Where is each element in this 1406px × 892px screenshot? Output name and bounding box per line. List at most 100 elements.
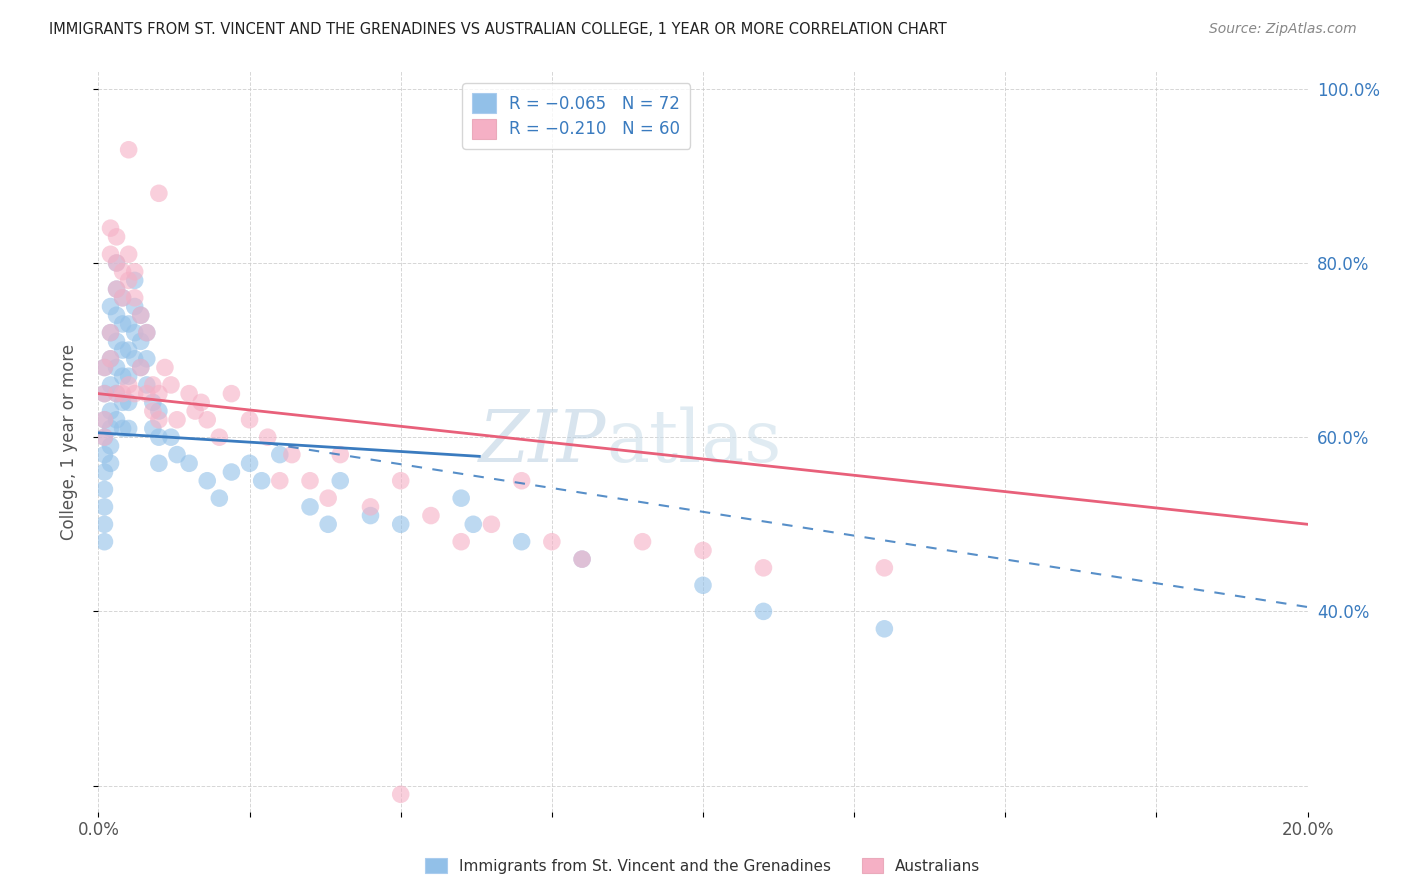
Point: [111, 265, 134, 279]
Point: [118, 421, 141, 435]
Point: [360, 508, 382, 523]
Point: [752, 561, 775, 575]
Point: [631, 534, 654, 549]
Point: [118, 273, 141, 287]
Y-axis label: College, 1 year or more: College, 1 year or more: [59, 343, 77, 540]
Point: [93, 517, 115, 532]
Point: [93, 483, 115, 497]
Point: [329, 448, 352, 462]
Point: [481, 517, 503, 532]
Point: [124, 326, 146, 340]
Point: [118, 143, 141, 157]
Point: [93, 360, 115, 375]
Text: atlas: atlas: [606, 406, 782, 477]
Point: [221, 465, 243, 479]
Point: [111, 421, 134, 435]
Point: [111, 291, 134, 305]
Point: [166, 413, 188, 427]
Point: [129, 360, 152, 375]
Point: [105, 334, 128, 349]
Legend: R = −0.065   N = 72, R = −0.210   N = 60: R = −0.065 N = 72, R = −0.210 N = 60: [463, 83, 690, 149]
Text: Source: ZipAtlas.com: Source: ZipAtlas.com: [1209, 22, 1357, 37]
Point: [124, 273, 146, 287]
Point: [540, 534, 562, 549]
Point: [184, 404, 207, 418]
Point: [93, 413, 115, 427]
Point: [111, 317, 134, 331]
Point: [100, 404, 122, 418]
Point: [752, 604, 775, 618]
Point: [571, 552, 593, 566]
Point: [105, 386, 128, 401]
Point: [93, 386, 115, 401]
Point: [118, 369, 141, 384]
Point: [269, 448, 291, 462]
Point: [111, 369, 134, 384]
Point: [105, 308, 128, 322]
Point: [190, 395, 212, 409]
Point: [269, 474, 291, 488]
Point: [118, 378, 141, 392]
Point: [160, 378, 183, 392]
Point: [100, 378, 122, 392]
Point: [239, 456, 262, 470]
Point: [135, 386, 157, 401]
Point: [571, 552, 593, 566]
Point: [510, 474, 533, 488]
Point: [389, 787, 412, 801]
Point: [118, 247, 141, 261]
Point: [111, 395, 134, 409]
Point: [450, 491, 472, 505]
Point: [93, 430, 115, 444]
Point: [208, 430, 231, 444]
Point: [105, 282, 128, 296]
Point: [208, 491, 231, 505]
Point: [118, 343, 141, 357]
Point: [135, 378, 157, 392]
Point: [100, 456, 122, 470]
Point: [316, 517, 339, 532]
Text: IMMIGRANTS FROM ST. VINCENT AND THE GRENADINES VS AUSTRALIAN COLLEGE, 1 YEAR OR : IMMIGRANTS FROM ST. VINCENT AND THE GREN…: [49, 22, 948, 37]
Point: [105, 386, 128, 401]
Point: [179, 386, 201, 401]
Point: [93, 500, 115, 514]
Point: [118, 395, 141, 409]
Point: [100, 326, 122, 340]
Point: [389, 517, 412, 532]
Point: [105, 282, 128, 296]
Point: [281, 448, 304, 462]
Point: [153, 360, 176, 375]
Point: [389, 474, 412, 488]
Point: [692, 578, 714, 592]
Point: [142, 378, 165, 392]
Point: [105, 230, 128, 244]
Point: [100, 351, 122, 366]
Point: [142, 421, 165, 435]
Point: [135, 326, 157, 340]
Point: [463, 517, 485, 532]
Point: [360, 500, 382, 514]
Point: [93, 448, 115, 462]
Point: [160, 430, 183, 444]
Point: [510, 534, 533, 549]
Point: [148, 413, 170, 427]
Point: [111, 291, 134, 305]
Point: [450, 534, 472, 549]
Point: [100, 421, 122, 435]
Point: [129, 308, 152, 322]
Point: [179, 456, 201, 470]
Point: [93, 430, 115, 444]
Point: [299, 500, 322, 514]
Point: [129, 360, 152, 375]
Point: [124, 291, 146, 305]
Point: [135, 351, 157, 366]
Point: [100, 300, 122, 314]
Point: [100, 247, 122, 261]
Point: [195, 413, 218, 427]
Point: [124, 300, 146, 314]
Point: [124, 386, 146, 401]
Point: [100, 221, 122, 235]
Point: [105, 360, 128, 375]
Point: [129, 334, 152, 349]
Point: [111, 343, 134, 357]
